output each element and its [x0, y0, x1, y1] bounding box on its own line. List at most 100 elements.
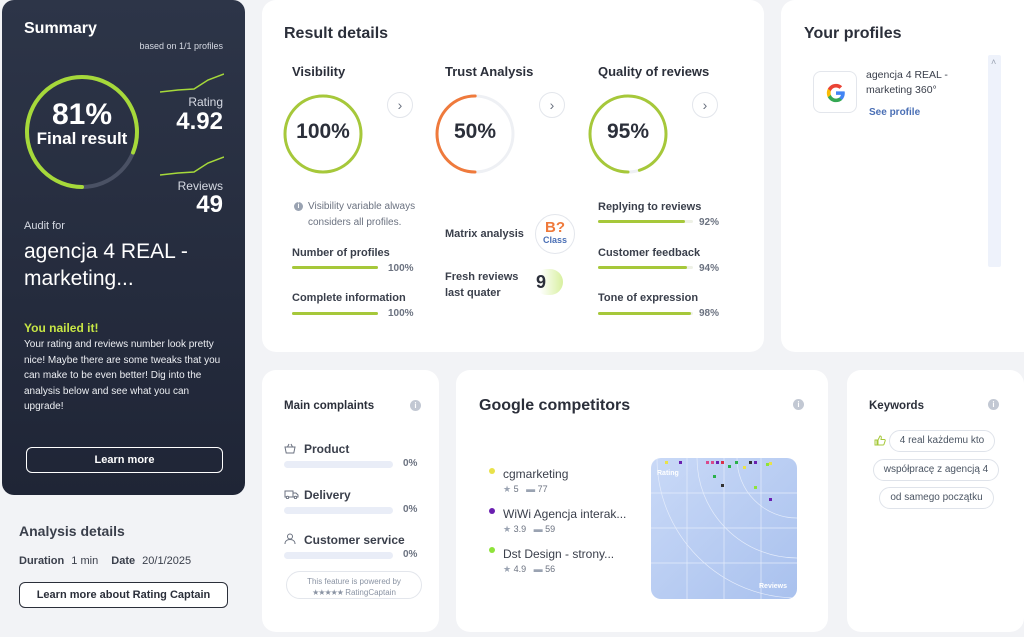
metric-label: Number of profiles: [292, 247, 390, 259]
reviews-value: 49: [196, 191, 223, 218]
duration-label: Duration: [19, 555, 65, 567]
plot-point: [711, 461, 714, 464]
matrix-class-label: Class: [542, 235, 568, 245]
powered-by-text: This feature is powered by: [307, 577, 401, 586]
plot-point: [721, 461, 724, 464]
competitor-name[interactable]: WiWi Agencja interak...: [503, 507, 627, 521]
star-icon: ★: [503, 564, 512, 574]
matrix-analysis-label: Matrix analysis: [445, 228, 524, 240]
your-profiles-title: Your profiles: [804, 25, 902, 42]
metric-bar: [292, 266, 378, 269]
learn-about-rating-captain-button[interactable]: Learn more about Rating Captain: [19, 582, 228, 608]
your-profiles-card: Your profiles agencja 4 REAL - marketing…: [781, 0, 1024, 352]
plot-point: [766, 463, 769, 466]
competitor-stats: ★ 4.9 ▬ 56: [503, 564, 556, 574]
plot-point: [713, 475, 716, 478]
complaint-percent: 0%: [403, 458, 418, 469]
metric-percent: 94%: [699, 263, 720, 274]
google-competitors-card: Google competitors i cgmarketing ★ 5 ▬ 7…: [456, 370, 828, 632]
plot-point: [769, 462, 772, 465]
visibility-title: Visibility: [292, 64, 346, 79]
keywords-title: Keywords: [869, 400, 924, 412]
visibility-expand-button[interactable]: ›: [387, 92, 413, 118]
metric-label: Tone of expression: [598, 292, 699, 304]
metric-label: Customer feedback: [598, 247, 701, 259]
metric-percent: 100%: [388, 263, 414, 274]
star-icon: ★: [503, 524, 512, 534]
competitor-color-dot: [489, 468, 495, 474]
keyword-chip[interactable]: 4 real każdemu kto: [889, 430, 995, 452]
competitor-name[interactable]: Dst Design - strony...: [503, 547, 615, 561]
plot-point: [706, 461, 709, 464]
plot-point: [716, 461, 719, 464]
plot-point: [754, 461, 757, 464]
basket-icon: [284, 443, 296, 457]
competitors-scatter-plot: Rating Reviews: [651, 458, 797, 599]
competitor-color-dot: [489, 508, 495, 514]
complaint-label: Product: [304, 442, 350, 456]
learn-more-button[interactable]: Learn more: [26, 447, 223, 473]
final-result-percent: 81%: [51, 98, 113, 131]
plot-label-reviews: Reviews: [759, 583, 787, 590]
metric-percent: 100%: [388, 308, 414, 319]
google-competitors-title: Google competitors: [479, 397, 631, 414]
metric-label: Complete information: [292, 292, 406, 304]
rating-sparkline: [160, 73, 224, 93]
competitor-color-dot: [489, 547, 495, 553]
info-icon[interactable]: i: [988, 399, 999, 410]
metric-bar: [598, 312, 693, 315]
plot-point: [679, 461, 682, 464]
audit-for-label: Audit for: [24, 220, 65, 232]
competitor-name[interactable]: cgmarketing: [503, 467, 569, 481]
trust-expand-button[interactable]: ›: [539, 92, 565, 118]
profiles-scrollbar[interactable]: ˄: [988, 55, 1001, 267]
quality-gauge: [588, 94, 668, 174]
plot-point: [743, 466, 746, 469]
complaint-bar: [284, 552, 393, 559]
reviews-label: Reviews: [177, 179, 223, 193]
metric-bar: [598, 220, 693, 223]
visibility-note: Visibility variable always considers all…: [308, 201, 416, 228]
summary-headline: You nailed it!: [24, 321, 99, 335]
complaint-label: Delivery: [304, 488, 351, 502]
main-complaints-title: Main complaints: [284, 400, 375, 412]
trust-analysis-title: Trust Analysis: [445, 64, 534, 79]
chevron-right-icon: ›: [397, 97, 403, 113]
visibility-value: 100%: [296, 120, 350, 143]
analysis-title: Analysis details: [19, 523, 125, 539]
chevron-right-icon: ›: [549, 97, 555, 113]
metric-percent: 92%: [699, 217, 720, 228]
plot-point: [721, 484, 724, 487]
trust-gauge: [435, 94, 515, 174]
date-value: 20/1/2025: [142, 555, 192, 567]
stars-icon: ★★★★★: [312, 588, 344, 597]
matrix-grade: B?: [545, 219, 565, 236]
plot-point: [754, 486, 757, 489]
plot-point: [749, 461, 752, 464]
quality-expand-button[interactable]: ›: [692, 92, 718, 118]
final-result-ring: [25, 75, 139, 189]
fresh-reviews-value: 9: [534, 269, 563, 295]
keyword-chip[interactable]: od samego początku: [879, 487, 994, 509]
see-profile-link[interactable]: See profile: [869, 107, 921, 118]
matrix-class-badge: B? Class: [535, 214, 575, 254]
summary-description: Your rating and reviews number look pret…: [24, 339, 221, 412]
powered-by-badge: This feature is powered by ★★★★★ RatingC…: [286, 571, 422, 599]
truck-icon: [284, 489, 299, 502]
keyword-chip[interactable]: współpracę z agencją 4: [873, 459, 999, 481]
metric-bar: [598, 266, 693, 269]
competitor-stats: ★ 5 ▬ 77: [503, 484, 548, 494]
google-icon: [813, 71, 857, 113]
info-icon[interactable]: i: [410, 400, 421, 411]
profile-name: agencja 4 REAL - marketing 360°: [866, 69, 948, 96]
chevron-up-icon[interactable]: ˄: [991, 57, 997, 67]
plot-point: [728, 465, 731, 468]
fresh-reviews-label: Fresh reviews last quater: [445, 271, 519, 299]
person-icon: [284, 533, 296, 548]
powered-by-brand: RatingCaptain: [345, 588, 396, 597]
info-icon: i: [294, 202, 303, 211]
complaint-bar: [284, 507, 393, 514]
plot-label-rating: Rating: [657, 470, 679, 477]
plot-point: [769, 498, 772, 501]
info-icon[interactable]: i: [793, 399, 804, 410]
